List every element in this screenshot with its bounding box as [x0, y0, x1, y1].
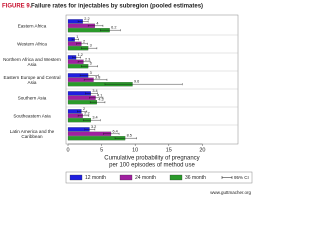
- source: www.guttmacher.org: [210, 190, 251, 195]
- x-axis-label: per 100 episodes of method use: [109, 163, 195, 169]
- value-label: 6.2: [111, 26, 116, 30]
- legend-swatch: [69, 174, 83, 181]
- chart: FIGURE 9. Failure rates for injectables …: [2, 4, 253, 195]
- legend-swatch: [169, 174, 183, 181]
- category-label: Eastern Africa: [17, 23, 47, 29]
- x-tick-label: 15: [166, 147, 172, 153]
- value-label: 3.4: [92, 116, 97, 120]
- page: FIGURE 9. Failure rates for injectables …: [2, 4, 253, 195]
- value-label: 3: [90, 71, 92, 75]
- x-axis-label: Cumulative probability of pregnancy: [104, 156, 199, 162]
- value-label: 3.8: [95, 75, 100, 79]
- legend-label: 12 month: [85, 175, 106, 181]
- value-label: 2: [83, 39, 85, 43]
- value-label: 4: [96, 21, 98, 25]
- x-tick-label: 10: [132, 147, 138, 153]
- value-label: 3.4: [92, 89, 97, 93]
- value-label: 6.4: [113, 129, 118, 133]
- value-label: 9.6: [134, 80, 139, 84]
- value-label: 4.1: [97, 93, 102, 97]
- title-prefix: FIGURE 9.: [2, 4, 32, 10]
- value-label: 2.3: [85, 57, 90, 61]
- x-tick-label: 5: [100, 147, 103, 153]
- chart-title: Failure rates for injectables by subregi…: [31, 4, 203, 10]
- x-tick-label: 0: [66, 147, 69, 153]
- category-label: Northern Africa and Western Asia: [3, 57, 61, 67]
- value-label: 3: [90, 62, 92, 66]
- category-label: Western Africa: [17, 41, 47, 47]
- category-label: Southeastern Asia: [13, 113, 51, 119]
- value-label: 2.2: [84, 17, 89, 21]
- value-label: 1.2: [78, 53, 83, 57]
- value-label: 2.2: [84, 111, 89, 115]
- category-label: Eastern Europe and Central Asia: [3, 75, 61, 85]
- value-label: 1: [76, 35, 78, 39]
- legend-label: 95% CI: [234, 175, 249, 180]
- legend-label: 24 month: [135, 175, 156, 181]
- category-label: Latin America and the Caribbean: [9, 129, 55, 139]
- value-label: 3.2: [91, 125, 96, 129]
- legend-label: 36 month: [185, 175, 206, 181]
- legend-swatch: [119, 174, 133, 181]
- value-label: 3: [90, 44, 92, 48]
- category-label: Southern Asia: [17, 95, 47, 101]
- value-label: 8.5: [127, 134, 132, 138]
- value-label: 2: [83, 107, 85, 111]
- value-label: 4.3: [98, 98, 103, 102]
- x-tick-label: 20: [199, 147, 205, 153]
- plot-frame: [65, 14, 239, 145]
- legend-frame: [65, 171, 253, 184]
